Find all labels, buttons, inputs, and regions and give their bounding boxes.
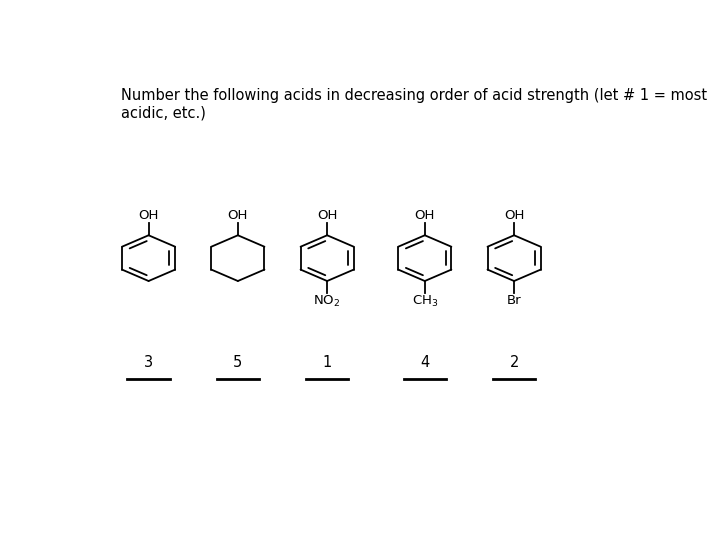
Text: OH: OH xyxy=(228,209,248,222)
Text: OH: OH xyxy=(415,209,435,222)
Text: OH: OH xyxy=(138,209,159,222)
Text: 1: 1 xyxy=(323,355,332,369)
Text: 3: 3 xyxy=(144,355,153,369)
Text: CH$_3$: CH$_3$ xyxy=(412,294,438,309)
Text: OH: OH xyxy=(317,209,338,222)
Text: OH: OH xyxy=(504,209,524,222)
Text: Number the following acids in decreasing order of acid strength (let # 1 = most
: Number the following acids in decreasing… xyxy=(121,87,707,120)
Text: 4: 4 xyxy=(420,355,429,369)
Text: 5: 5 xyxy=(233,355,243,369)
Text: NO$_2$: NO$_2$ xyxy=(313,294,341,309)
Text: 2: 2 xyxy=(509,355,519,369)
Text: Br: Br xyxy=(507,294,521,307)
